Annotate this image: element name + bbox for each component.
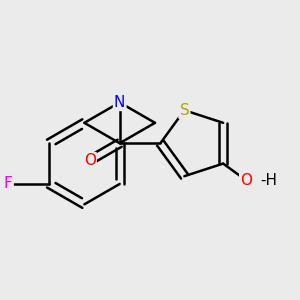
Text: S: S: [179, 103, 189, 118]
Text: O: O: [84, 153, 96, 168]
Text: -H: -H: [260, 173, 277, 188]
Text: N: N: [114, 95, 125, 110]
Text: O: O: [240, 173, 252, 188]
Text: F: F: [4, 176, 13, 191]
